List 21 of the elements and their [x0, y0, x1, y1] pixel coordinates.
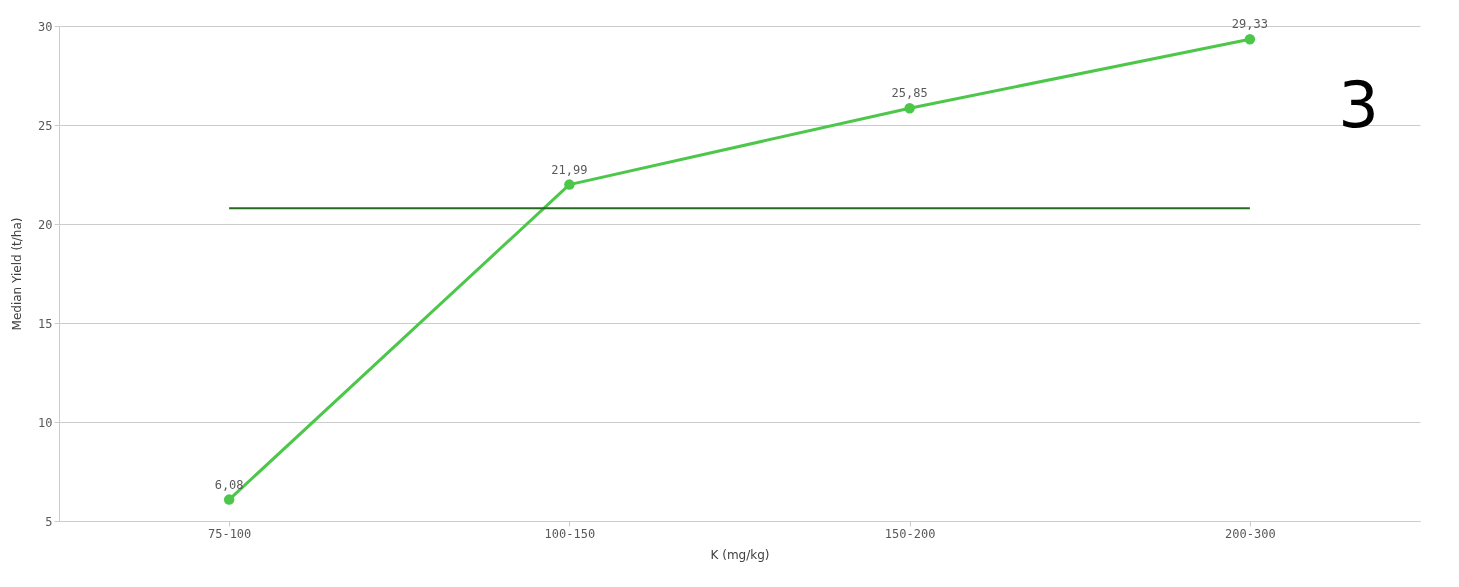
- data-label: 29,33: [1231, 17, 1268, 32]
- x-axis-title: K (mg/kg): [710, 547, 770, 562]
- y-tick-label: 25: [38, 118, 53, 133]
- data-label: 21,99: [551, 162, 588, 177]
- y-axis-title: Median Yield (t/ha): [10, 217, 25, 331]
- data-label: 6,08: [214, 477, 244, 492]
- data-label: 25,85: [891, 86, 928, 101]
- point: [564, 179, 575, 190]
- y-tick-label: 15: [38, 316, 53, 331]
- point: [904, 102, 915, 114]
- y-tick-label: 10: [38, 415, 53, 430]
- annotation: 3: [1338, 68, 1379, 142]
- x-tick-label: 75-100: [207, 526, 252, 541]
- y-tick-label: 20: [38, 217, 53, 232]
- y-tick-label: 5: [45, 514, 53, 529]
- y-tick-label: 30: [38, 19, 53, 34]
- point: [223, 494, 235, 505]
- x-tick-label: 200-300: [1225, 526, 1276, 541]
- x-tick-label: 100-150: [544, 526, 596, 541]
- x-tick-label: 150-200: [884, 526, 936, 541]
- point: [1244, 34, 1256, 45]
